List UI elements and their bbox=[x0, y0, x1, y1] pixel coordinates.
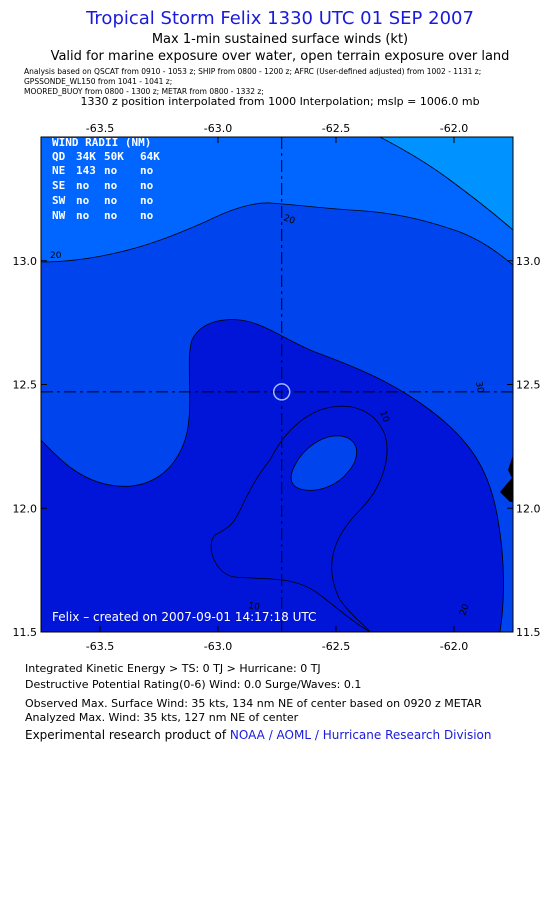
wind-radii-cell: NW bbox=[52, 209, 66, 222]
contour-label: 30 bbox=[473, 381, 485, 394]
wind-radii-cell: no bbox=[140, 194, 154, 207]
wind-radii-column-header: 64K bbox=[140, 150, 160, 163]
wind-radii-cell: no bbox=[140, 209, 154, 222]
level-region-lt10 bbox=[41, 319, 504, 632]
wind-radii-cell: no bbox=[76, 179, 90, 192]
contour-labels: 20 20 10 10 20 30 bbox=[50, 213, 485, 617]
wind-radii-cell: no bbox=[104, 164, 118, 177]
y-tick-label-right: 12.5 bbox=[516, 379, 541, 392]
experimental-note: Experimental research product of NOAA / … bbox=[25, 728, 491, 742]
wind-radii-cell: SW bbox=[52, 194, 66, 207]
contour-label: 10 bbox=[247, 601, 260, 613]
observed-max-wind: Observed Max. Surface Wind: 35 kts, 134 … bbox=[25, 697, 482, 710]
x-tick-label-bottom: -62.5 bbox=[322, 640, 350, 653]
analysis-source-line-1: Analysis based on QSCAT from 0910 - 1053… bbox=[24, 67, 482, 76]
storm-center-marker bbox=[272, 383, 291, 401]
x-tick-label-bottom: -62.0 bbox=[440, 640, 468, 653]
wind-radii-cell: no bbox=[104, 209, 118, 222]
wind-radii-table: WIND RADII (NM)QD 34K 50K 64K NE 143 no no SE no n… bbox=[52, 136, 160, 222]
ike-readout: Integrated Kinetic Energy > TS: 0 TJ > H… bbox=[25, 662, 321, 675]
analyzed-max-wind: Analyzed Max. Wind: 35 kts, 127 nm NE of… bbox=[25, 711, 299, 724]
x-tick-label-bottom: -63.0 bbox=[204, 640, 232, 653]
x-tick-label-top: -63.5 bbox=[86, 122, 114, 135]
wind-radii-cell: no bbox=[140, 179, 154, 192]
x-tick-label-bottom: -63.5 bbox=[86, 640, 114, 653]
created-credit: Felix – created on 2007-09-01 14:17:18 U… bbox=[52, 610, 316, 624]
wind-radii-cell: 143 bbox=[76, 164, 96, 177]
wind-radii-cell: no bbox=[104, 194, 118, 207]
contour-label: 20 bbox=[50, 251, 62, 261]
wind-radii-column-header: 34K bbox=[76, 150, 96, 163]
analysis-source-line-3: MOORED_BUOY from 0800 - 1300 z; METAR fr… bbox=[24, 87, 264, 96]
wind-radii-cell: no bbox=[104, 179, 118, 192]
chart-subtitle-1: Max 1-min sustained surface winds (kt) bbox=[151, 32, 409, 47]
y-tick-label-right: 13.0 bbox=[516, 255, 541, 268]
wind-radii-cell: no bbox=[76, 194, 90, 207]
island-landmass bbox=[500, 455, 513, 502]
wind-radii-cell: no bbox=[140, 164, 154, 177]
dpr-readout: Destructive Potential Rating(0-6) Wind: … bbox=[25, 678, 362, 691]
level-region-20-30 bbox=[41, 137, 513, 266]
y-tick-label-right: 12.0 bbox=[516, 502, 541, 515]
chart-subtitle-2: Valid for marine exposure over water, op… bbox=[50, 49, 510, 64]
wind-radii-column-header: QD bbox=[52, 150, 66, 163]
x-tick-label-top: -62.5 bbox=[322, 122, 350, 135]
x-tick-label-top: -63.0 bbox=[204, 122, 232, 135]
contour-label: 10 bbox=[377, 410, 390, 424]
x-tick-label-top: -62.0 bbox=[440, 122, 468, 135]
y-tick-label-left: 11.5 bbox=[13, 626, 38, 639]
chart-title: Tropical Storm Felix 1330 UTC 01 SEP 200… bbox=[86, 8, 474, 29]
y-tick-label-right: 11.5 bbox=[516, 626, 541, 639]
wind-radii-header: WIND RADII (NM) bbox=[52, 136, 151, 149]
y-tick-label-left: 12.5 bbox=[13, 379, 38, 392]
analysis-source-line-2: GPSSONDE_WL150 from 1041 - 1041 z; bbox=[24, 77, 173, 86]
axis-ticks: -63.5 -63.5 -63.0 -63.0 -62.5 -62.5 -62.0 -62.0… bbox=[13, 122, 541, 653]
contour-label: 20 bbox=[282, 213, 296, 226]
org-link[interactable]: NOAA / AOML / Hurricane Research Divisio… bbox=[229, 728, 492, 742]
level-region-gt30 bbox=[379, 137, 513, 231]
wind-radii-cell: NE bbox=[52, 164, 65, 177]
y-tick-label-left: 12.0 bbox=[13, 502, 38, 515]
wind-radii-column-header: 50K bbox=[104, 150, 124, 163]
y-tick-label-left: 13.0 bbox=[13, 255, 38, 268]
contour-label: 20 bbox=[458, 603, 471, 617]
experimental-prefix: Experimental research product of bbox=[25, 728, 230, 742]
wind-radii-cell: SE bbox=[52, 179, 65, 192]
contour-fields bbox=[41, 137, 513, 632]
position-note: 1330 z position interpolated from 1000 I… bbox=[80, 95, 480, 108]
wind-radii-cell: no bbox=[76, 209, 90, 222]
level-region-lt10-core bbox=[290, 435, 358, 491]
